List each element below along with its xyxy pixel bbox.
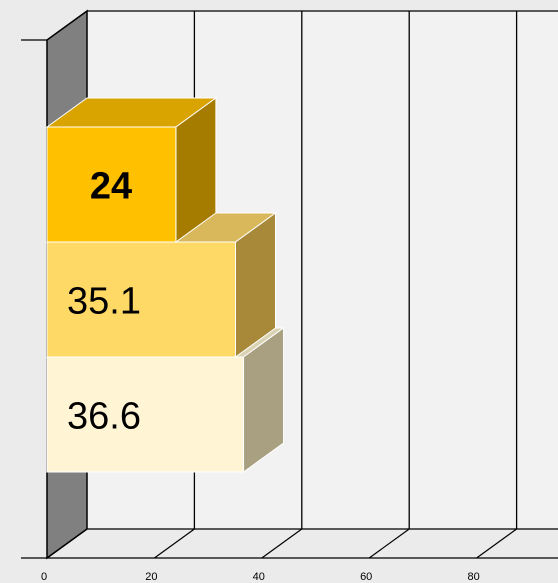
x-tick-label: 80 [467, 571, 479, 583]
data-label: 24 [90, 166, 132, 208]
x-tick-label: 60 [360, 571, 372, 583]
floor-gridline-20 [154, 528, 195, 559]
x-tick-label: 40 [253, 571, 265, 583]
bar-24: 24 [45, 97, 218, 243]
x-tick-label: 20 [145, 571, 157, 583]
bar-front-face [46, 126, 177, 243]
floor-gridline-60 [368, 528, 410, 559]
bar-36.6: 36.6 [45, 327, 286, 473]
data-label: 36.6 [67, 396, 141, 438]
bar-front-face [46, 241, 236, 358]
x-axis-ticks: 0 20 40 60 80 [41, 571, 480, 583]
bar-front-face [46, 356, 245, 473]
data-label: 35.1 [67, 281, 141, 323]
floor-gridline-80 [476, 528, 517, 559]
floor-gridline-0 [46, 528, 88, 559]
bars: 36.6 35.1 24 [45, 97, 286, 473]
bar-35.1: 35.1 [45, 212, 278, 358]
floor-gridline-40 [261, 528, 303, 559]
x-tick-label: 0 [41, 571, 47, 583]
